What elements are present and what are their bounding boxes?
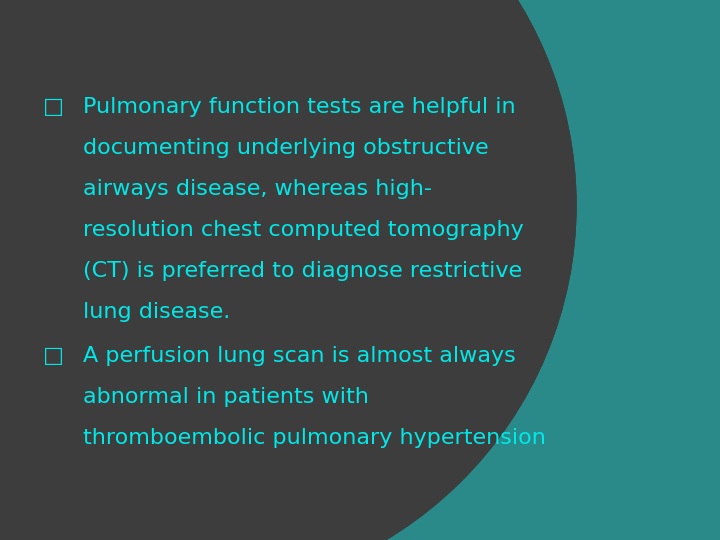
Text: (CT) is preferred to diagnose restrictive: (CT) is preferred to diagnose restrictiv…	[83, 261, 522, 281]
Text: lung disease.: lung disease.	[83, 302, 230, 322]
Ellipse shape	[0, 481, 144, 540]
Text: documenting underlying obstructive: documenting underlying obstructive	[83, 138, 488, 158]
Text: □: □	[43, 346, 64, 366]
Text: A perfusion lung scan is almost always: A perfusion lung scan is almost always	[83, 346, 516, 366]
Text: abnormal in patients with: abnormal in patients with	[83, 387, 369, 407]
Text: thromboembolic pulmonary hypertension: thromboembolic pulmonary hypertension	[83, 428, 546, 448]
Text: airways disease, whereas high-: airways disease, whereas high-	[83, 179, 432, 199]
Text: Pulmonary function tests are helpful in: Pulmonary function tests are helpful in	[83, 97, 516, 117]
Text: resolution chest computed tomography: resolution chest computed tomography	[83, 220, 523, 240]
Text: □: □	[43, 97, 64, 117]
Ellipse shape	[0, 0, 576, 540]
Ellipse shape	[0, 0, 576, 540]
Polygon shape	[0, 0, 396, 540]
